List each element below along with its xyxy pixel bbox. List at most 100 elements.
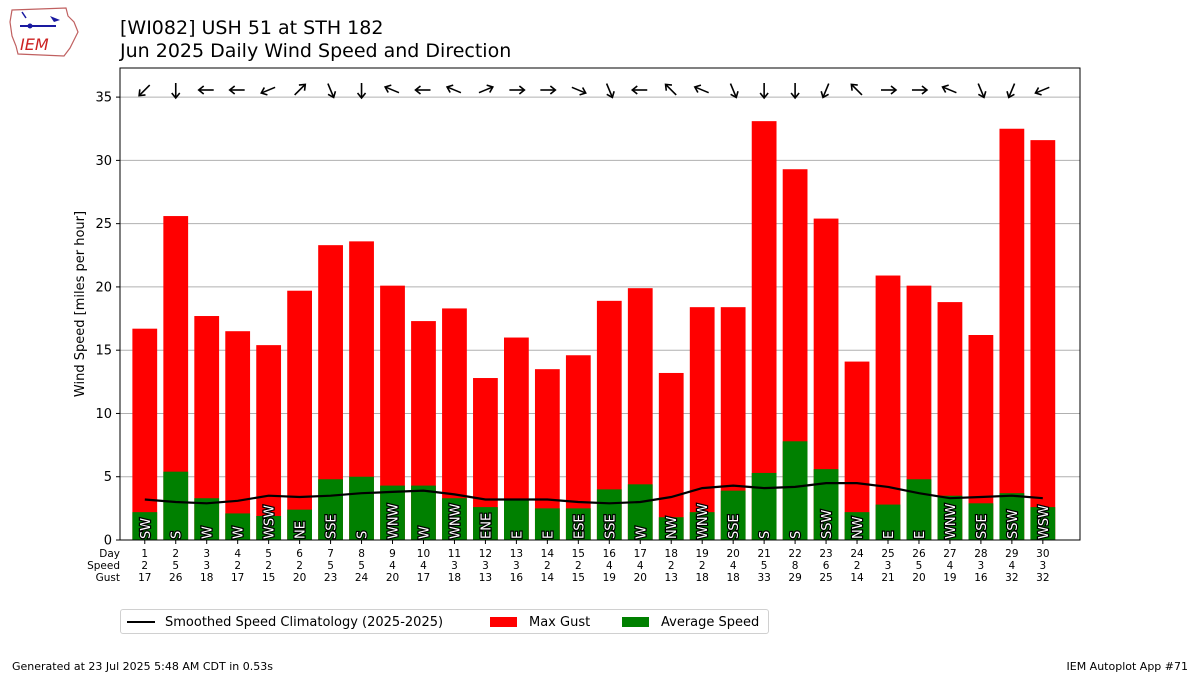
wind-arrow — [540, 85, 557, 95]
speed-bar — [720, 490, 746, 540]
gust-bar — [658, 372, 684, 540]
x-row-value: 4 — [389, 560, 396, 572]
x-row-value: 2 — [668, 560, 675, 572]
gust-bar — [132, 328, 158, 540]
x-row-value: 4 — [730, 560, 737, 572]
speed-bar — [411, 485, 436, 540]
wind-arrow-head — [850, 83, 858, 91]
y-tick-label: 15 — [95, 344, 112, 359]
direction-label: ESE — [572, 514, 587, 539]
wind-arrow — [414, 85, 431, 95]
wind-arrow-head — [693, 84, 702, 93]
legend-label-average-speed: Average Speed — [661, 614, 760, 630]
x-row-value: 22 — [788, 548, 801, 560]
speed-bar — [751, 472, 777, 540]
x-row-value: 19 — [603, 572, 616, 584]
wind-arrow — [630, 85, 648, 95]
wind-arrow-head — [518, 85, 526, 95]
wind-arrow-head — [759, 92, 769, 100]
wind-arrow-head — [414, 85, 421, 95]
direction-label: SW — [139, 518, 154, 539]
wind-arrow — [445, 84, 462, 94]
wind-arrow — [881, 85, 898, 95]
x-row-value: 2 — [575, 560, 582, 572]
x-row-value: 14 — [541, 548, 555, 560]
x-row-value: 3 — [451, 560, 458, 572]
speed-bar — [318, 479, 343, 540]
y-tick-label: 0 — [104, 534, 112, 549]
wind-arrow-head — [171, 92, 181, 100]
x-row-value: 5 — [916, 560, 923, 572]
direction-label: SSE — [603, 514, 618, 539]
wind-arrow — [790, 83, 800, 100]
y-tick-label: 25 — [95, 217, 112, 232]
y-tick-label: 10 — [95, 407, 112, 422]
direction-label: NE — [294, 521, 309, 539]
speed-bar — [906, 479, 932, 540]
x-row-value: 25 — [819, 572, 832, 584]
wind-arrow-shaft — [447, 86, 462, 94]
x-row-value: 27 — [943, 548, 956, 560]
x-row-value: 4 — [1009, 560, 1016, 572]
x-row-value: 12 — [479, 548, 492, 560]
x-row-value: 32 — [1005, 572, 1018, 584]
wind-arrow-head — [228, 85, 236, 95]
x-row-value: 3 — [482, 560, 489, 572]
direction-label: SSE — [325, 514, 340, 539]
direction-label: E — [510, 531, 525, 539]
x-row-value: 4 — [637, 560, 644, 572]
speed-bar — [256, 515, 282, 540]
wind-arrow-shaft — [695, 86, 709, 94]
x-row-value: 5 — [327, 560, 334, 572]
wind-arrow-head — [664, 83, 673, 91]
x-row-value: 5 — [172, 560, 179, 572]
wind-arrow-head — [445, 84, 454, 93]
wind-arrow — [729, 83, 739, 99]
direction-label: S — [170, 531, 185, 539]
speed-bar — [225, 513, 251, 540]
wind-arrow-shaft — [261, 86, 276, 94]
x-row-value: 26 — [912, 548, 926, 560]
wind-arrow — [1034, 86, 1050, 96]
x-row-value: 20 — [386, 572, 399, 584]
wind-arrow — [941, 84, 957, 94]
x-row-value: 8 — [792, 560, 799, 572]
speed-bar — [163, 471, 189, 540]
x-row-value: 5 — [761, 560, 768, 572]
speed-bar — [844, 512, 870, 540]
wind-arrow — [294, 83, 307, 96]
x-row-value: 23 — [819, 548, 832, 560]
direction-label: SSE — [727, 514, 742, 539]
x-row-value: 16 — [510, 572, 524, 584]
wind-arrow-shaft — [822, 83, 830, 97]
x-row-value: 2 — [296, 560, 303, 572]
wind-arrow-head — [356, 92, 367, 100]
x-row-value: 15 — [572, 548, 585, 560]
x-row-value: 3 — [885, 560, 892, 572]
x-row-value: 3 — [203, 548, 210, 560]
speed-bar — [813, 469, 839, 540]
direction-label: WSW — [263, 505, 278, 539]
x-row-value: 14 — [541, 572, 555, 584]
wind-arrow-head — [1034, 87, 1042, 96]
x-row-value: 17 — [634, 548, 647, 560]
speed-bar — [689, 512, 715, 540]
x-row-value: 4 — [420, 560, 427, 572]
x-row-value: 16 — [603, 548, 617, 560]
wind-arrow — [228, 85, 245, 95]
wind-arrow-head — [820, 91, 829, 99]
app-credit: IEM Autoplot App #71 — [1066, 660, 1189, 673]
wind-arrow — [356, 83, 367, 100]
x-row-value: 7 — [327, 548, 334, 560]
climatology-line — [144, 482, 1043, 505]
wind-chart: SW S W W WSW NE SSE S WNW W WNW ENE E E ESE SSE W NW WNW SS… — [73, 67, 1081, 584]
legend-item-average-speed: Average Speed — [622, 613, 759, 631]
legend-item-max-gust: Max Gust — [490, 613, 590, 631]
wind-arrow-head — [138, 89, 146, 97]
wind-arrow — [478, 84, 494, 94]
x-row-value: 30 — [1036, 548, 1049, 560]
gust-bar — [287, 290, 312, 540]
wind-arrow-head — [197, 85, 205, 95]
direction-label: NW — [665, 516, 680, 539]
direction-label: W — [201, 526, 216, 539]
